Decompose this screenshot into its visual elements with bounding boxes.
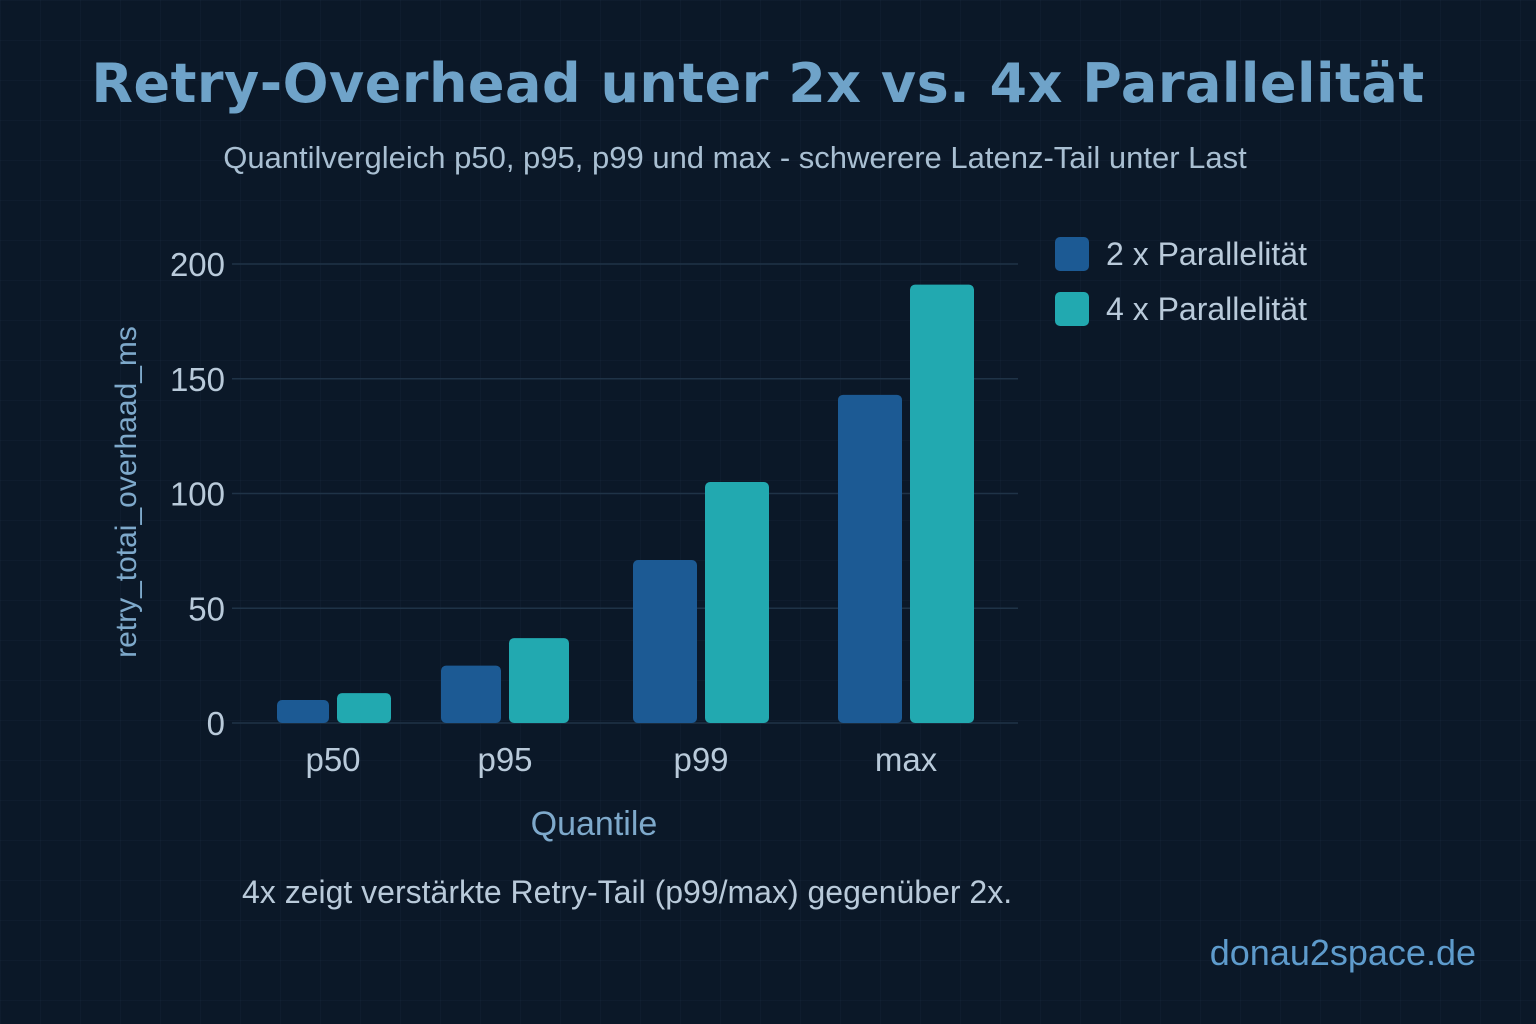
legend: 2 x Parallelität 4 x Parallelität [1055, 236, 1307, 346]
legend-label-4x: 4 x Parallelität [1106, 290, 1307, 327]
y-tick-label-150: 150 [170, 361, 225, 398]
bar-max-4x [910, 284, 974, 723]
bar-p99-2x [633, 560, 697, 723]
y-axis-title: retry_totai_overhaad_ms [110, 326, 143, 658]
bar-p99-4x [705, 482, 769, 723]
y-tick-label-100: 100 [170, 476, 225, 513]
bar-p95-2x [441, 665, 501, 723]
y-tick-label-50: 50 [188, 590, 225, 627]
bar-max-2x [838, 394, 902, 723]
legend-label-2x: 2 x Parallelität [1106, 235, 1307, 272]
legend-item-2x: 2 x Parallelität [1055, 236, 1307, 272]
bar-p50-4x [337, 693, 391, 723]
brand-link[interactable]: donau2space.de [1209, 932, 1476, 973]
x-tick-label-p95: p95 [477, 741, 532, 778]
x-axis-title: Quantile [531, 805, 658, 843]
chart-annotation: 4x zeigt verstärkte Retry-Tail (p99/max)… [242, 874, 1013, 910]
bar-p95-4x [509, 638, 569, 723]
legend-swatch-4x [1055, 292, 1089, 326]
y-tick-label-200: 200 [170, 246, 225, 283]
legend-item-4x: 4 x Parallelität [1055, 291, 1307, 327]
bar-p50-2x [277, 700, 329, 723]
chart-subtitle: Quantilvergleich p50, p95, p99 und max -… [223, 140, 1247, 175]
x-tick-label-p99: p99 [673, 741, 728, 778]
x-tick-label-p50: p50 [305, 741, 360, 778]
legend-swatch-2x [1055, 237, 1089, 271]
y-tick-label-0: 0 [207, 705, 225, 742]
x-tick-label-max: max [875, 741, 938, 778]
chart-title: Retry-Overhead unter 2x vs. 4x Paralleli… [91, 52, 1425, 115]
